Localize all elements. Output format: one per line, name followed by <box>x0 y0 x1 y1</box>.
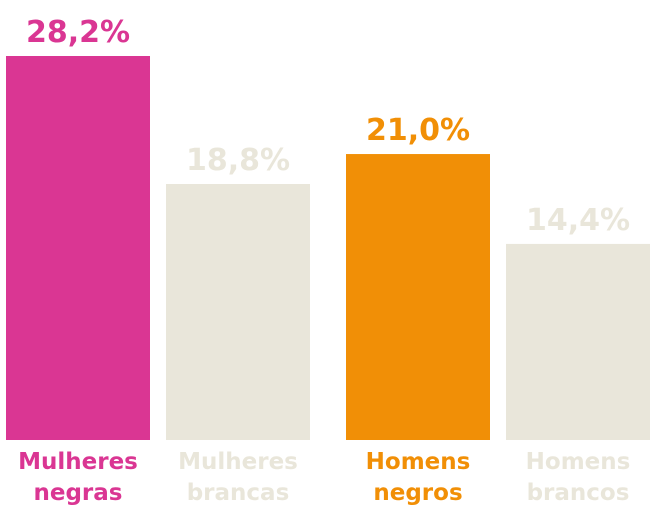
bar-1 <box>166 184 310 440</box>
category-label-0-line-0: Mulheres <box>18 449 138 475</box>
bar-0 <box>6 56 150 440</box>
value-label-3: 14,4% <box>526 203 630 238</box>
value-label-1: 18,8% <box>186 143 290 178</box>
bar-2 <box>346 154 490 441</box>
category-label-3-line-1: brancos <box>527 480 630 506</box>
category-label-2-line-0: Homens <box>366 449 471 475</box>
category-label-1-line-1: brancas <box>187 480 290 506</box>
category-label-3-line-0: Homens <box>526 449 631 475</box>
category-label-2-line-1: negros <box>373 480 462 506</box>
value-label-0: 28,2% <box>26 15 130 50</box>
value-label-2: 21,0% <box>366 113 470 148</box>
category-label-0-line-1: negras <box>34 480 123 506</box>
bar-3 <box>506 243 650 440</box>
category-label-1-line-0: Mulheres <box>178 449 298 475</box>
